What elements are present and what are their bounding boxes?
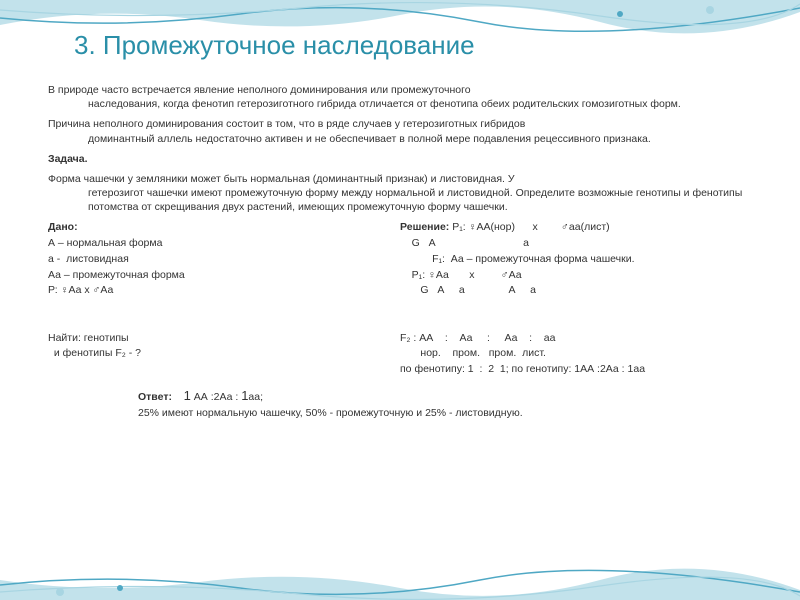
solution-r7: по фенотипу: 1 : 2 1; по генотипу: 1АА :… [400,362,752,378]
solution-r1: G А а [400,236,752,252]
given-l3: Аа – промежуточная форма [48,268,400,284]
intro2-rest: доминантный аллель недостаточно активен … [48,132,752,146]
solution-r0: Р₁: ♀АА(нор) х ♂аа(лист) [452,221,609,233]
given-l4: Р: ♀Аа х ♂Аа [48,283,400,299]
solution-r3: Р₁: ♀Аа х ♂Аа [400,268,752,284]
answer-ratio-end: аа; [248,391,263,403]
given-l1: А – нормальная форма [48,236,400,252]
task-text: Форма чашечки у земляники может быть нор… [48,172,752,215]
given-l2: а - листовидная [48,252,400,268]
find-l5: Найти: генотипы [48,331,400,347]
given-solution-row: Дано: Решение: Р₁: ♀АА(нор) х ♂аа(лист) [48,220,752,236]
answer-line-1: Ответ: 1 АА :2Аа : 1аа; [48,388,752,403]
solution-r4: G А а А а [400,283,752,299]
solution-r2: F₁: Аа – промежуточная форма чашечки. [400,252,752,268]
solution-r5: F₂ : АА : Аа : Аа : аа [400,331,752,347]
answer-ratio-mid: АА :2Аа : [191,391,241,403]
given-column: А – нормальная форма а - листовидная Аа … [48,236,400,378]
task-first: Форма чашечки у земляники может быть нор… [48,173,515,185]
solution-label: Решение: [400,221,449,233]
intro1-rest: наследования, когда фенотип гетерозиготн… [48,97,752,111]
slide-title: 3. Промежуточное наследование [48,30,752,61]
decorative-wave-bottom [0,550,800,600]
intro2-first: Причина неполного доминирования состоит … [48,118,525,130]
solution-r6: нор. пром. пром. лист. [400,346,752,362]
given-label: Дано: [48,220,400,236]
answer-label: Ответ: [138,391,172,403]
intro-paragraph-1: В природе часто встречается явление непо… [48,83,752,111]
task-label: Задача. [48,152,752,166]
task-rest: гетерозигот чашечки имеют промежуточную … [48,186,752,214]
blank-3 [400,299,752,315]
body-columns: А – нормальная форма а - листовидная Аа … [48,236,752,378]
intro-paragraph-2: Причина неполного доминирования состоит … [48,117,752,145]
answer-ratio-pre: 1 [184,388,191,403]
intro1-first: В природе часто встречается явление непо… [48,84,471,96]
find-l6: и фенотипы F₂ - ? [48,346,400,362]
answer-line-2: 25% имеют нормальную чашечку, 50% - пром… [48,407,752,419]
slide-content: 3. Промежуточное наследование В природе … [48,30,752,419]
solution-column: G А а F₁: Аа – промежуточная форма чашеч… [400,236,752,378]
solution-line-0: Решение: Р₁: ♀АА(нор) х ♂аа(лист) [400,220,752,236]
blank-2 [48,315,400,331]
blank-1 [48,299,400,315]
blank-4 [400,315,752,331]
